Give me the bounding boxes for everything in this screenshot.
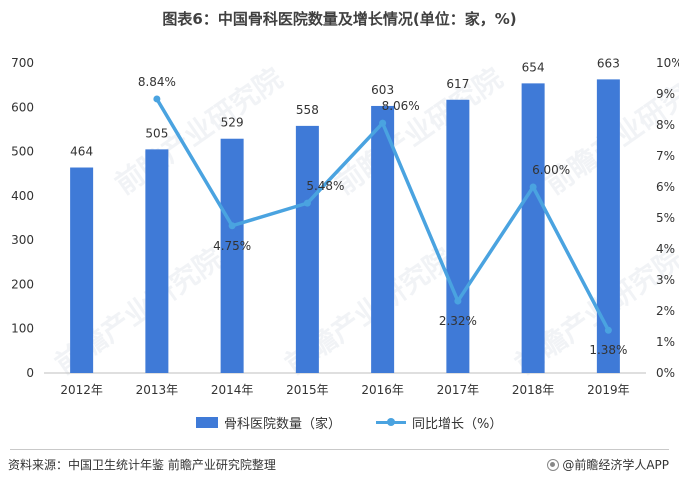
bar [596,79,620,373]
y-left-tick-label: 100 [11,322,34,336]
growth-value-label: 2.32% [439,314,477,328]
growth-point [228,222,236,230]
y-right-tick-label: 3% [656,273,675,287]
growth-value-label: 5.48% [306,179,344,193]
growth-value-label: 8.06% [382,99,420,113]
bar [70,167,94,373]
footer-divider [10,449,669,450]
y-right-tick-label: 7% [656,149,675,163]
y-left-tick-label: 0 [26,366,34,380]
x-tick-label: 2019年 [587,383,630,397]
legend-bar-swatch [196,417,218,428]
x-tick-label: 2016年 [361,383,404,397]
growth-point [303,199,311,207]
bar [371,105,395,373]
bar-value-label: 529 [221,116,244,130]
source-note: 资料来源：中国卫生统计年鉴 前瞻产业研究院整理 [8,458,276,472]
growth-point [153,95,161,103]
bar [521,83,545,373]
growth-value-label: 8.84% [138,75,176,89]
bar [145,149,169,373]
growth-point [454,297,462,305]
y-right-tick-label: 8% [656,118,675,132]
x-tick-label: 2014年 [211,383,254,397]
y-right-tick-label: 9% [656,87,675,101]
y-left-tick-label: 300 [11,233,34,247]
y-right-tick-label: 10% [656,56,679,70]
legend-bar-label: 骨科医院数量（家） [224,417,342,432]
bar-value-label: 505 [145,126,168,140]
bar [446,99,470,373]
bar [295,125,319,373]
legend-line-label: 同比增长（%） [412,417,503,432]
y-left-tick-label: 200 [11,277,34,291]
y-left-tick-label: 700 [11,56,34,70]
x-tick-label: 2012年 [60,383,103,397]
brand-logo-icon [547,458,560,471]
y-left-tick-label: 500 [11,145,34,159]
y-left-tick-label: 400 [11,189,34,203]
legend-item-bar: 骨科医院数量（家） [196,413,341,432]
legend: 骨科医院数量（家） 同比增长（%） [0,413,679,435]
y-right-tick-label: 0% [656,366,675,380]
x-tick-label: 2018年 [512,383,555,397]
y-right-tick-label: 4% [656,242,675,256]
bar [220,138,244,373]
bar-value-label: 663 [597,56,620,70]
bar-value-label: 603 [371,83,394,97]
brand-text: @前瞻经济学人APP [562,458,669,472]
growth-point [379,119,387,127]
y-left-tick-label: 600 [11,100,34,114]
x-tick-label: 2017年 [437,383,480,397]
growth-point [529,183,537,191]
bar-value-label: 558 [296,103,319,117]
growth-point [604,326,612,334]
y-right-tick-label: 1% [656,335,675,349]
legend-line-swatch [376,417,406,428]
x-tick-label: 2015年 [286,383,329,397]
chart-title: 图表6：中国骨科医院数量及增长情况(单位：家，%) [162,10,517,28]
growth-value-label: 4.75% [213,239,251,253]
brand-credit: @前瞻经济学人APP [547,456,669,473]
legend-item-line: 同比增长（%） [376,413,502,432]
y-right-tick-label: 2% [656,304,675,318]
x-tick-label: 2013年 [136,383,179,397]
y-right-tick-label: 5% [656,211,675,225]
y-right-tick-label: 6% [656,180,675,194]
combo-chart: 0 100 200 300 400 500 600 700 0% 1% 2% 3% 4% 5% 6% 7% 8%… [11,56,679,397]
bar-value-label: 654 [522,60,545,74]
growth-value-label: 1.38% [589,343,627,357]
bar-value-label: 617 [446,77,469,91]
bar-value-label: 464 [70,145,93,159]
growth-value-label: 6.00% [532,163,570,177]
